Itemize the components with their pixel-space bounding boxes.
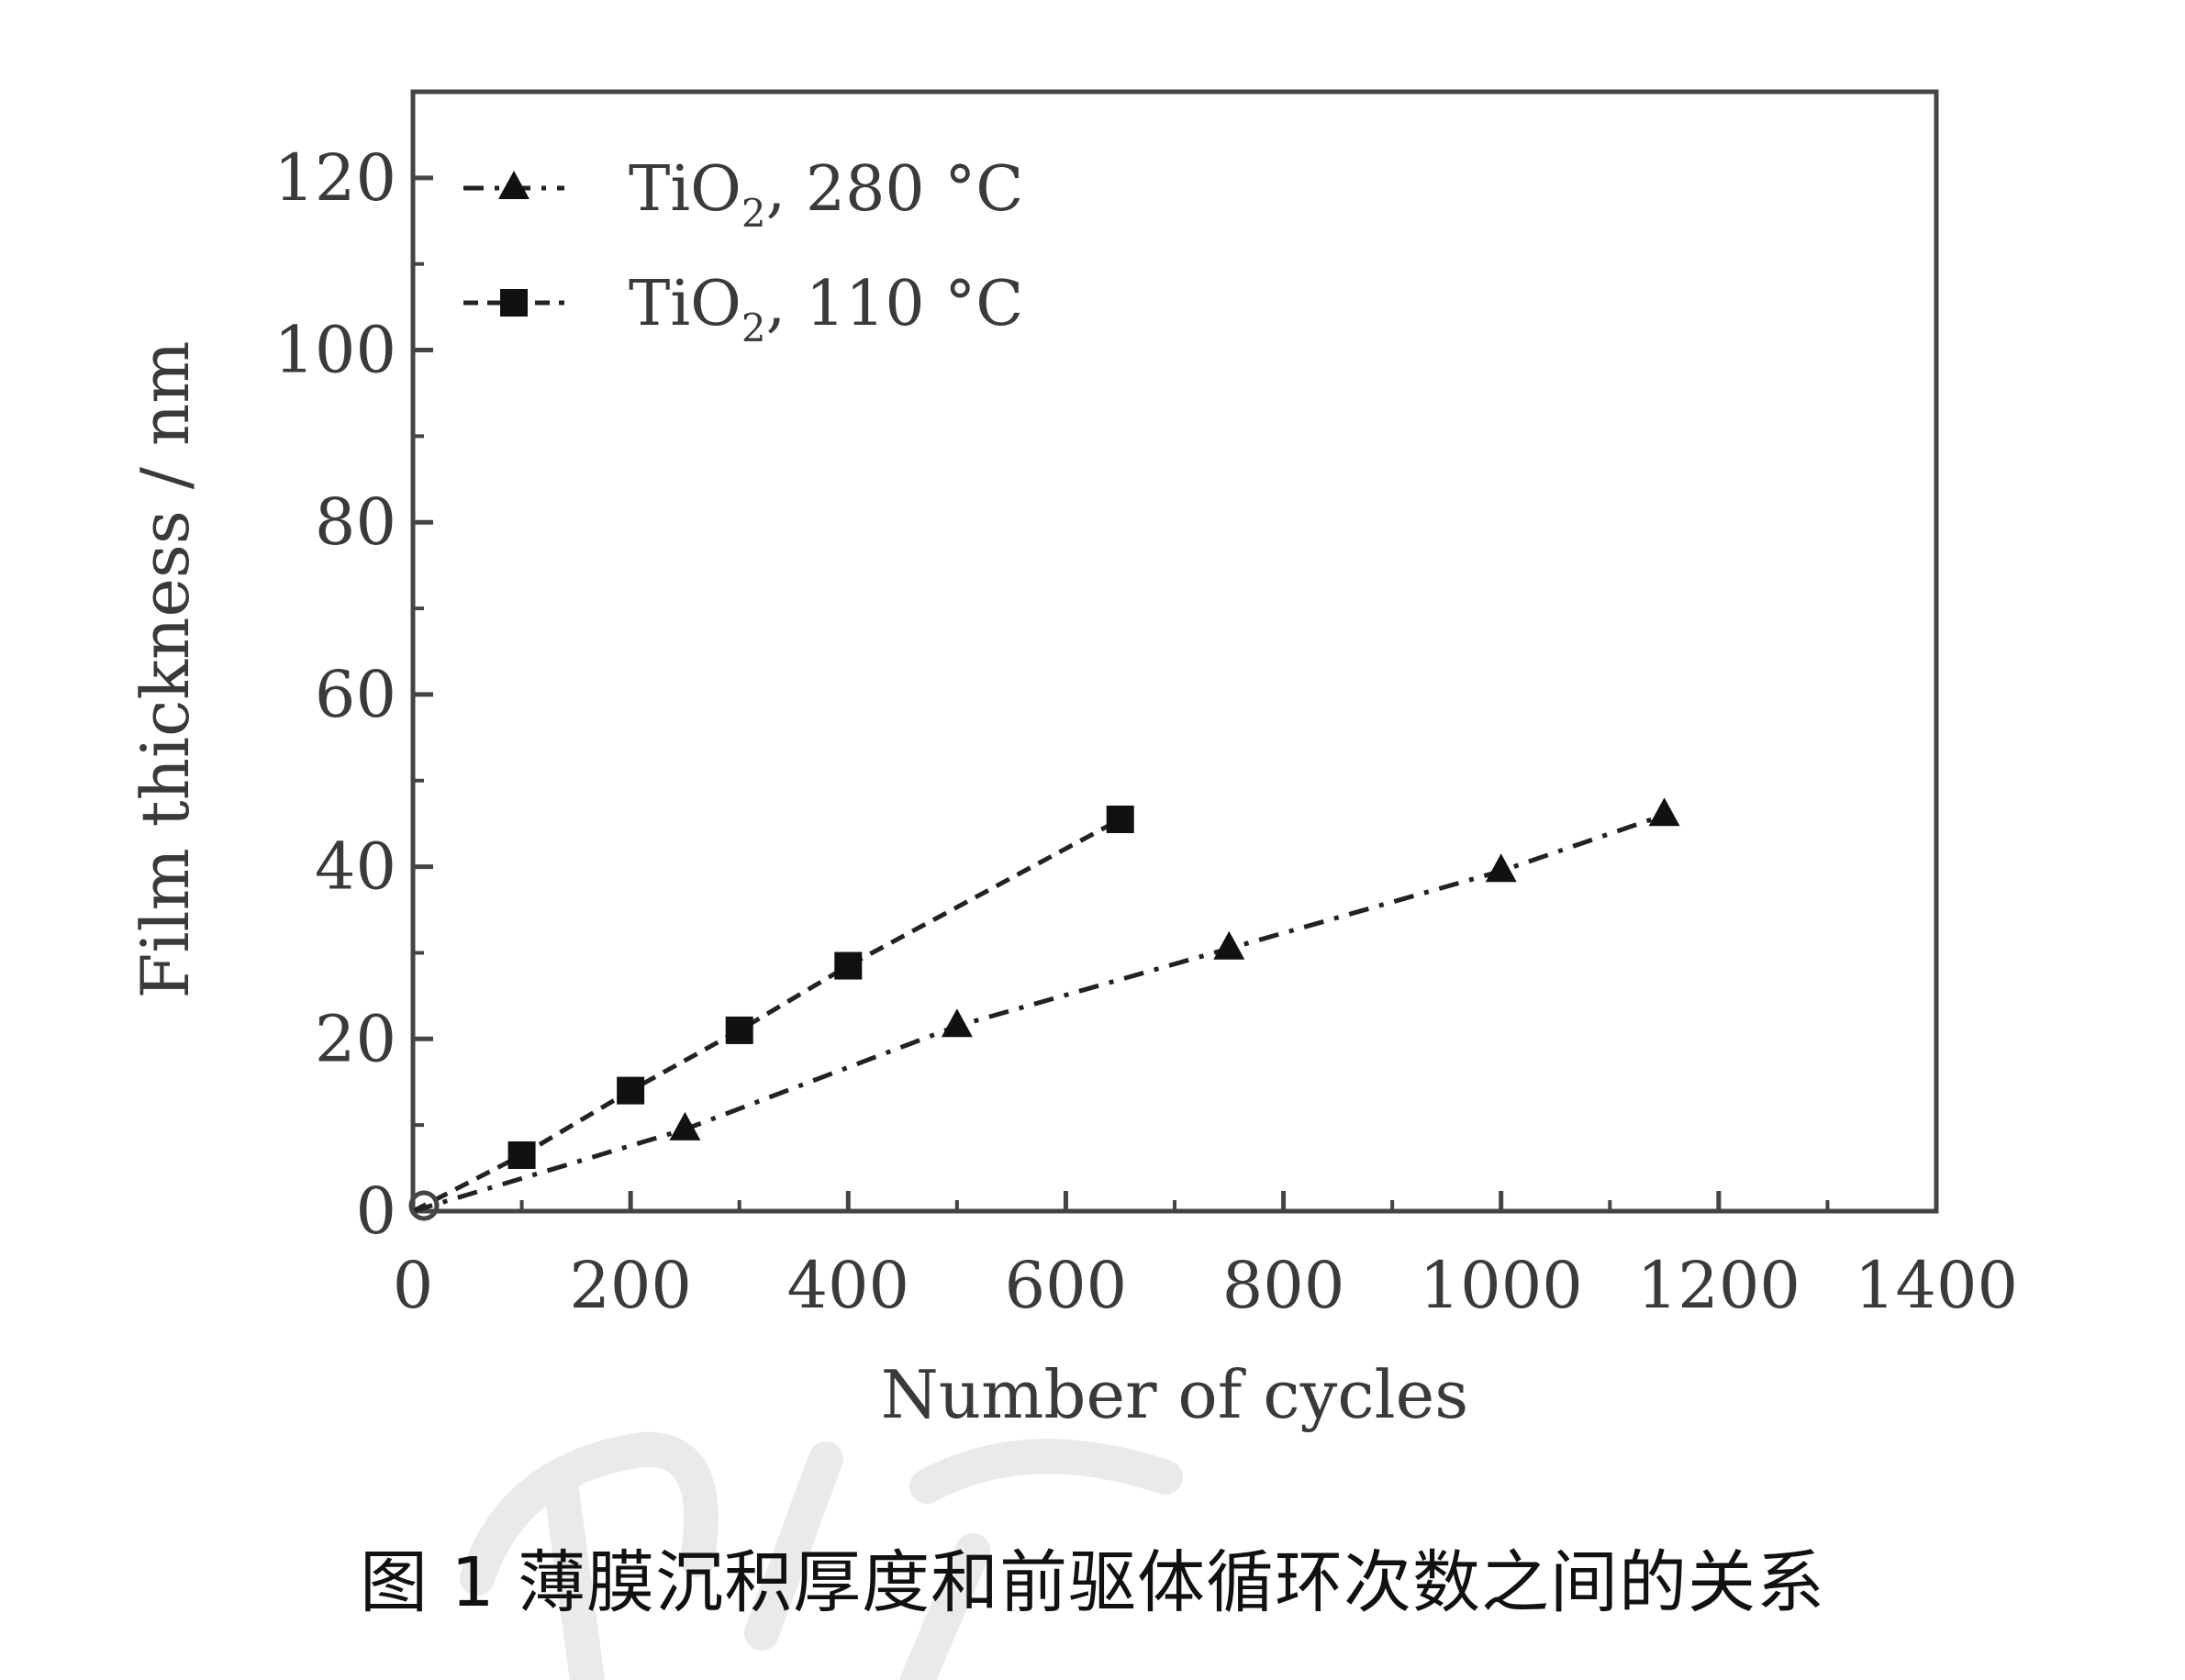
series-line [411, 817, 1121, 1214]
triangle-marker [1648, 797, 1680, 827]
series-tio2-280c [412, 797, 1680, 1214]
x-axis-title: Number of cycles [881, 1356, 1468, 1433]
y-tick-label: 60 [315, 657, 396, 732]
origin-marker [408, 1190, 440, 1221]
square-marker [834, 951, 863, 980]
series-layer [408, 797, 1680, 1221]
x-tick-label: 600 [1005, 1248, 1128, 1323]
x-axis: 0 200 400 600 800 1000 1200 1400 [393, 1191, 2018, 1323]
y-tick-label: 0 [355, 1174, 396, 1249]
square-marker [507, 1141, 536, 1169]
y-tick-label: 20 [315, 1001, 396, 1076]
y-tick-label: 120 [273, 140, 396, 216]
triangle-marker [941, 1008, 973, 1038]
figure-caption: 图 1 薄膜沉积厚度和前驱体循环次数之间的关系 [359, 1543, 1826, 1622]
y-axis: 0 20 40 60 80 100 120 [273, 140, 433, 1249]
x-tick-label: 1200 [1637, 1248, 1800, 1323]
legend-label: TiO2, 110 °C [629, 268, 1023, 350]
square-marker [725, 1016, 753, 1044]
y-tick-label: 100 [273, 313, 396, 388]
y-tick-label: 40 [315, 829, 396, 905]
triangle-marker [1485, 853, 1517, 883]
legend-label: TiO2, 280 °C [629, 153, 1023, 236]
legend-label-tail: , 110 °C [766, 268, 1024, 340]
triangle-marker [1213, 930, 1245, 960]
y-tick-label: 80 [315, 484, 396, 560]
x-tick-label: 400 [786, 1248, 909, 1323]
series-line [412, 812, 1666, 1214]
triangle-marker [498, 171, 530, 199]
square-marker [617, 1076, 645, 1105]
legend-label-main: TiO [629, 153, 741, 226]
square-marker [1106, 806, 1134, 833]
legend-label-tail: , 280 °C [766, 153, 1024, 226]
series-tio2-110c [411, 806, 1134, 1214]
x-tick-label: 0 [393, 1248, 434, 1323]
x-tick-label: 1400 [1855, 1248, 2018, 1323]
x-tick-label: 1000 [1420, 1248, 1583, 1323]
x-tick-label: 200 [569, 1248, 692, 1323]
square-marker [500, 289, 528, 317]
triangle-marker [669, 1111, 701, 1140]
x-tick-label: 800 [1222, 1248, 1345, 1323]
legend-label-subscript: 2 [741, 306, 766, 350]
y-axis-title: Film thickness / nm [127, 340, 204, 998]
legend-label-main: TiO [629, 268, 741, 340]
legend-label-subscript: 2 [741, 191, 766, 236]
